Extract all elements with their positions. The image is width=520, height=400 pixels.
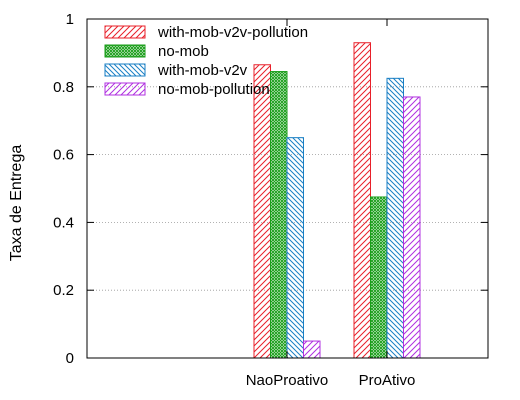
x-tick-label-NaoProativo: NaoProativo <box>246 372 329 389</box>
bars <box>253 42 421 359</box>
x-ticks: NaoProativo ProAtivo <box>246 19 416 389</box>
legend-swatch-no-mob-pollution <box>104 82 146 96</box>
y-tick-label: 1 <box>66 11 74 28</box>
legend-label-no-mob-pollution: no-mob-pollution <box>158 81 270 98</box>
legend-swatch-with-mob-v2v-pollution <box>104 25 146 39</box>
bar-no-mob-NaoProativo <box>270 71 288 359</box>
bar-no-mob-ProAtivo <box>370 196 388 359</box>
y-axis-label: Taxa de Entrega <box>8 145 25 262</box>
legend-label-with-mob-v2v-pollution: with-mob-v2v-pollution <box>157 24 308 41</box>
bar-with-mob-v2v-pollution-ProAtivo <box>353 42 371 359</box>
x-tick-label-ProAtivo: ProAtivo <box>359 372 416 389</box>
bar-no-mob-pollution-NaoProativo <box>303 340 321 359</box>
legend-swatch-with-mob-v2v <box>104 63 146 77</box>
y-tick-label: 0.6 <box>53 147 74 164</box>
y-tick-label: 0.4 <box>53 214 74 231</box>
legend: with-mob-v2v-pollution no-mob with-mob-v2v… <box>104 24 308 98</box>
y-ticks: 0 0.2 0.4 0.6 0.8 1 <box>53 11 488 367</box>
bar-with-mob-v2v-NaoProativo <box>286 137 304 359</box>
y-tick-label: 0 <box>66 350 74 367</box>
y-tick-label: 0.2 <box>53 282 74 299</box>
grid-lines <box>87 86 488 291</box>
legend-swatch-no-mob <box>104 44 146 58</box>
bar-with-mob-v2v-pollution-NaoProativo <box>253 64 271 359</box>
legend-label-with-mob-v2v: with-mob-v2v <box>157 62 248 79</box>
bar-no-mob-pollution-ProAtivo <box>403 96 421 359</box>
bar-with-mob-v2v-ProAtivo <box>386 77 404 359</box>
y-tick-label: 0.8 <box>53 79 74 96</box>
legend-label-no-mob: no-mob <box>158 43 209 60</box>
